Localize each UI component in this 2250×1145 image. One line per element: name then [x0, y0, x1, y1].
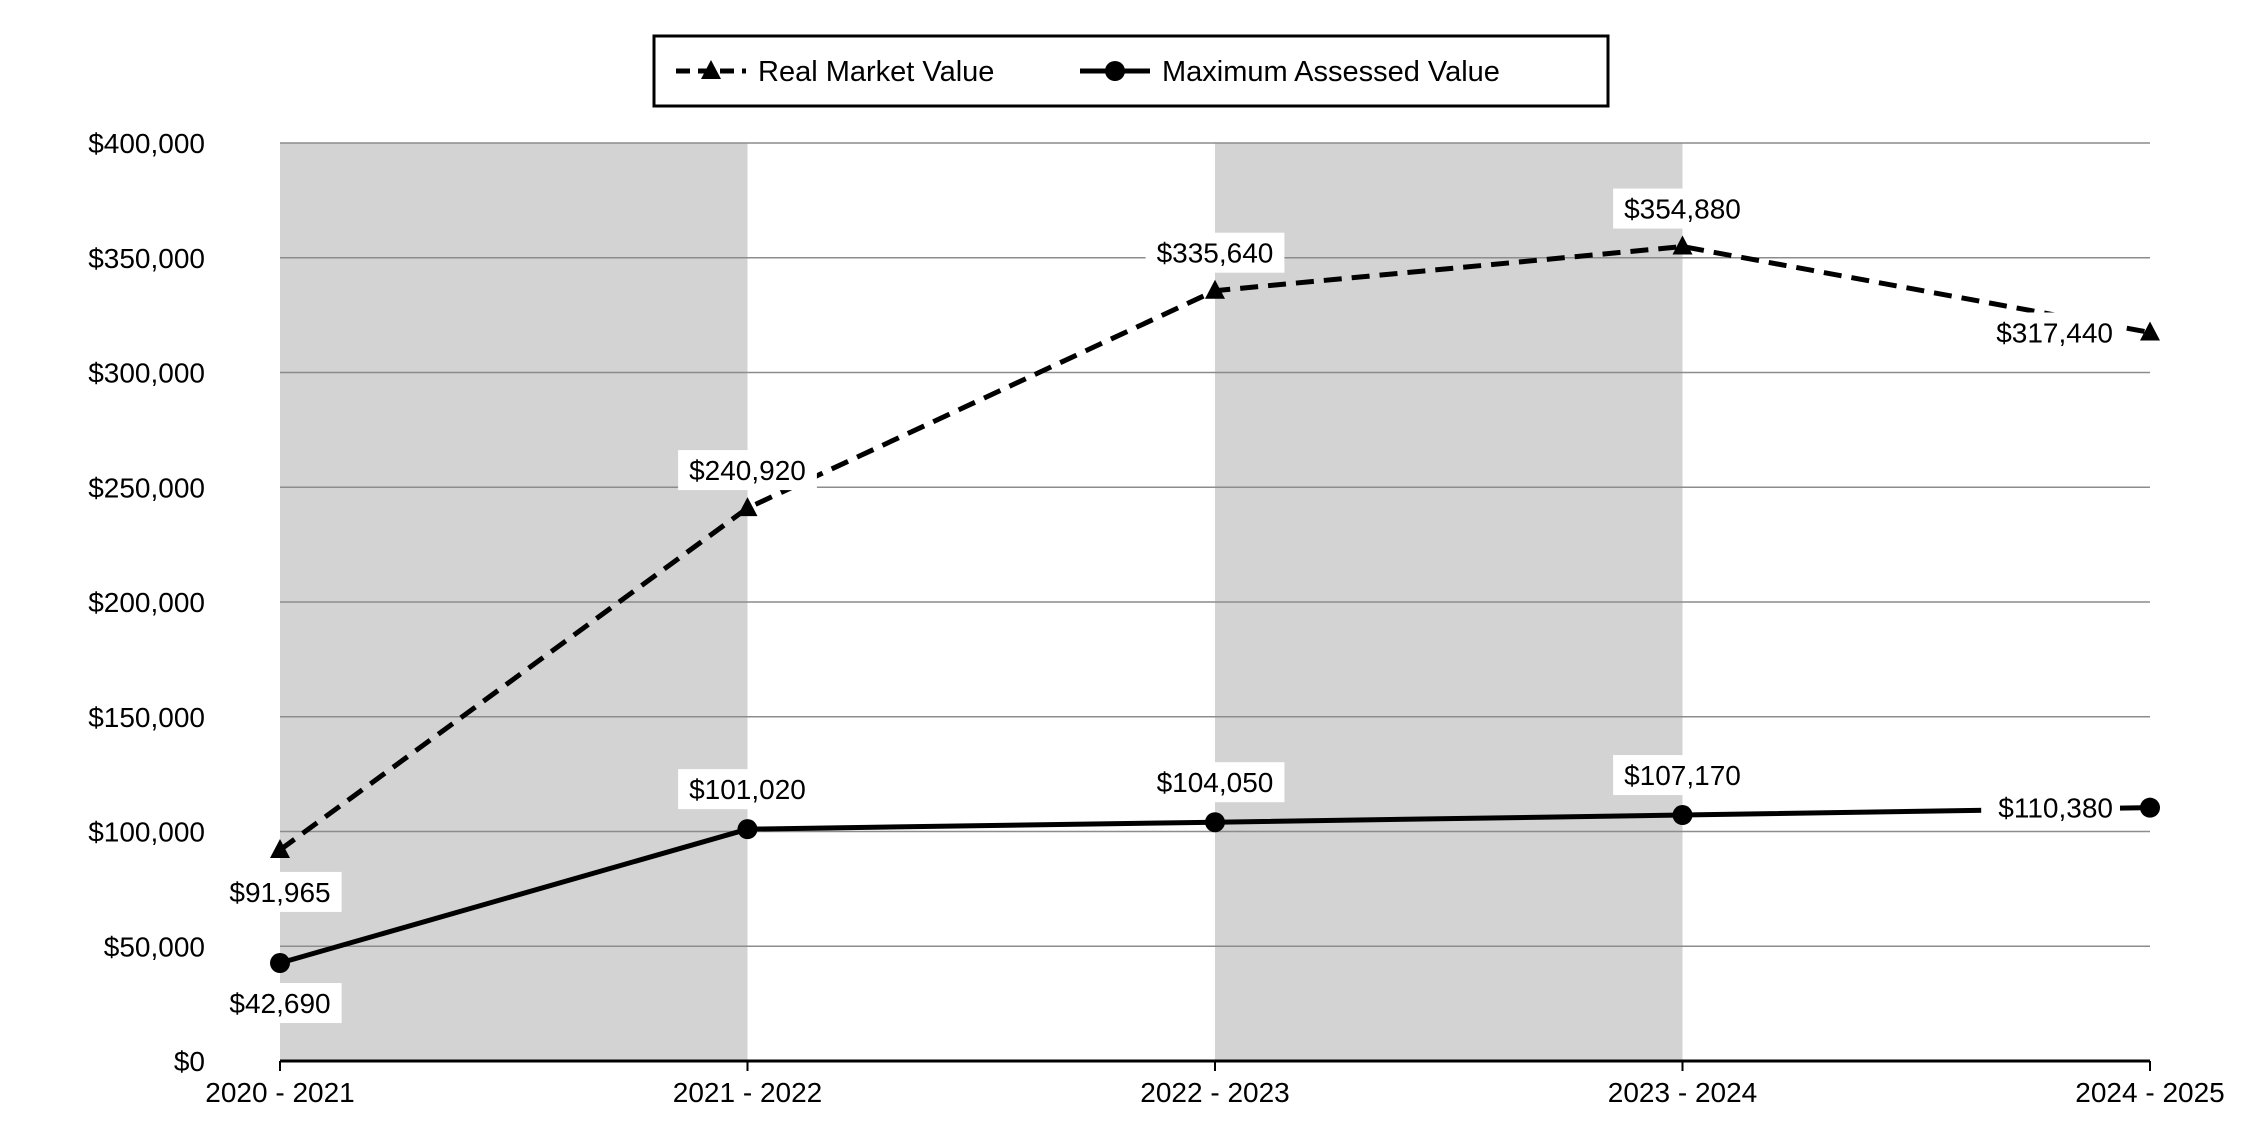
- point-marker-triangle: [737, 497, 758, 517]
- data-label-box: [1981, 312, 2120, 353]
- data-label: $42,690: [229, 988, 330, 1019]
- point-marker-circle: [270, 953, 290, 974]
- y-tick-label: $250,000: [88, 472, 205, 503]
- y-tick-label: $0: [174, 1046, 205, 1077]
- legend-label-maximum-assessed-value: Maximum Assessed Value: [1162, 56, 1500, 88]
- legend-label-real-market-value: Real Market Value: [758, 56, 994, 88]
- legend-marker-circle: [1105, 61, 1125, 81]
- data-label: $91,965: [229, 877, 330, 908]
- data-label: $104,050: [1157, 767, 1274, 798]
- y-tick-label: $300,000: [88, 358, 205, 389]
- x-tick-label: 2023 - 2024: [1608, 1077, 1757, 1108]
- y-tick-label: $50,000: [104, 931, 205, 962]
- data-label-box: [218, 983, 342, 1024]
- point-marker-triangle: [270, 838, 290, 858]
- data-label-box: [678, 450, 817, 491]
- y-tick-label: $100,000: [88, 817, 205, 848]
- y-tick-label: $400,000: [88, 128, 205, 159]
- data-label: $317,440: [1996, 317, 2113, 348]
- legend-marker-triangle: [701, 60, 721, 79]
- data-labels: $91,965 $240,920 $335,640 $354,880 $317,440 $…: [218, 188, 2120, 1024]
- data-label: $110,380: [1998, 793, 2113, 824]
- data-label-box: [218, 871, 342, 912]
- point-marker-triangle: [1672, 235, 1693, 255]
- point-marker-triangle: [2140, 321, 2160, 341]
- data-label: $354,880: [1624, 194, 1741, 225]
- x-tick-label: 2020 - 2021: [205, 1077, 354, 1108]
- x-axis-ticks: 2020 - 2021 2021 - 2022 2022 - 2023 2023 - …: [205, 1061, 2225, 1108]
- y-axis-ticks: $0 $50,000 $100,000 $150,000 $200,000 $250,00…: [88, 128, 205, 1077]
- point-marker-circle: [1205, 812, 1225, 833]
- point-marker-circle: [1672, 805, 1693, 826]
- legend: Real Market Value Maximum Assessed Value: [652, 34, 1610, 108]
- data-label: $335,640: [1157, 238, 1274, 269]
- point-marker-triangle: [1205, 279, 1225, 299]
- series-layer: [270, 235, 2160, 974]
- data-label-box: [1145, 232, 1285, 273]
- data-label: $101,020: [689, 774, 806, 805]
- x-tick-label: 2021 - 2022: [673, 1077, 822, 1108]
- point-marker-circle: [737, 819, 758, 840]
- y-tick-label: $200,000: [88, 587, 205, 618]
- data-label: $107,170: [1624, 760, 1741, 791]
- x-tick-label: 2022 - 2023: [1140, 1077, 1289, 1108]
- data-label-box: [678, 769, 817, 810]
- point-marker-circle: [2140, 797, 2160, 818]
- data-label-box: [1613, 755, 1752, 796]
- data-label-box: [1145, 762, 1285, 803]
- y-tick-label: $150,000: [88, 702, 205, 733]
- y-tick-label: $350,000: [88, 243, 205, 274]
- data-label: $240,920: [689, 455, 806, 486]
- data-label-box: [1981, 787, 2120, 828]
- data-label-box: [1613, 188, 1752, 229]
- x-tick-label: 2024 - 2025: [2075, 1077, 2224, 1108]
